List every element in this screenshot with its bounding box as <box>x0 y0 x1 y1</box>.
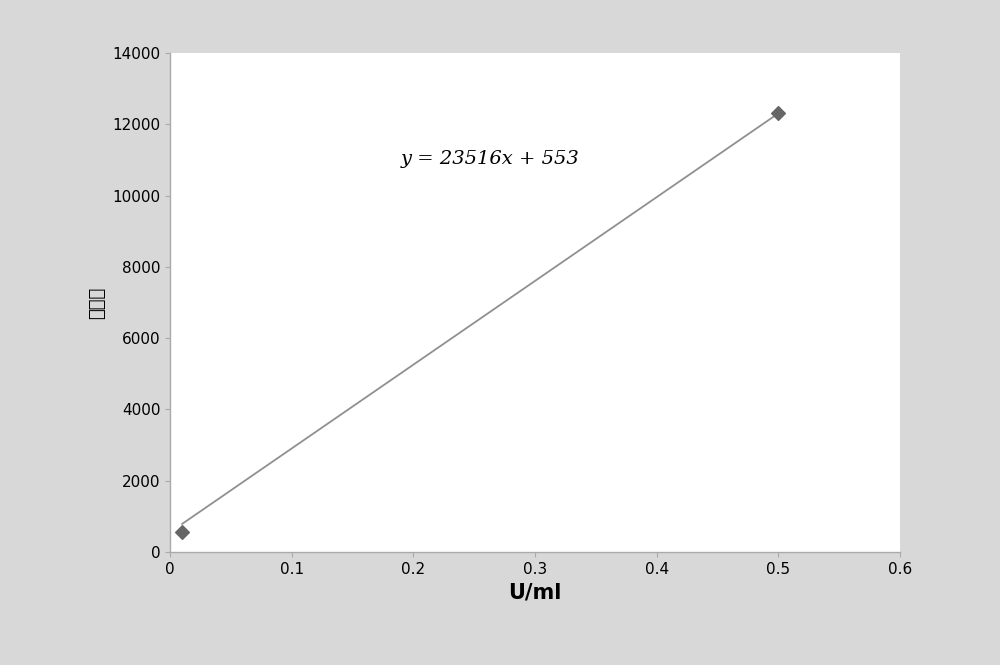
Text: y = 23516x + 553: y = 23516x + 553 <box>401 150 580 168</box>
Point <box>770 108 786 119</box>
Y-axis label: 发光値: 发光値 <box>89 287 107 319</box>
Point <box>174 527 190 537</box>
X-axis label: U/ml: U/ml <box>508 583 562 602</box>
